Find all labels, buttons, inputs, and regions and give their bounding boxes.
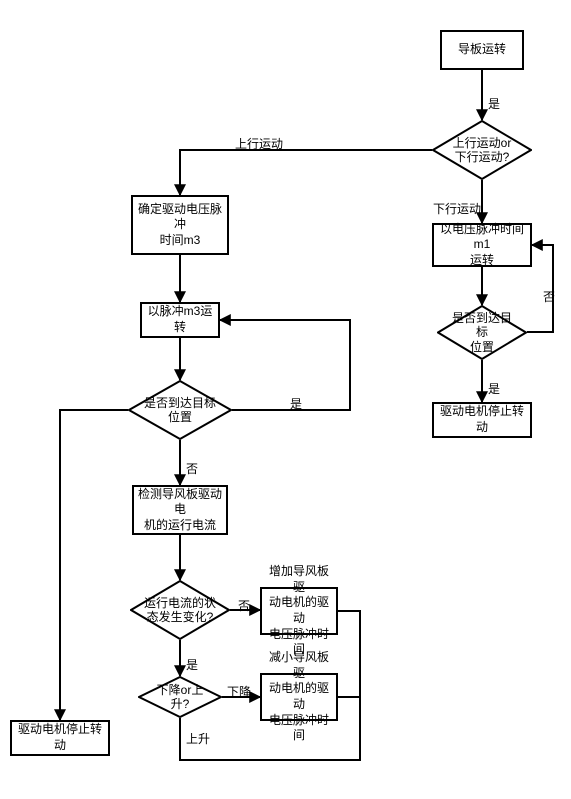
edge-label: 是 bbox=[488, 380, 500, 397]
node-d_target_l: 是否到达目标位置 bbox=[128, 380, 232, 440]
edge-label: 否 bbox=[238, 597, 250, 614]
node-r_m1run: 以电压脉冲时间m1运转 bbox=[432, 223, 532, 267]
node-d_updown: 上行运动or下行运动? bbox=[432, 120, 532, 180]
node-r_detect: 检测导风板驱动电机的运行电流 bbox=[132, 485, 228, 535]
node-r_stop_l: 驱动电机停止转动 bbox=[10, 720, 110, 756]
node-r_m3run: 以脉冲m3运转 bbox=[140, 302, 220, 338]
node-start: 导板运转 bbox=[440, 30, 524, 70]
node-d_rise: 下降or上升? bbox=[138, 676, 222, 718]
node-d_change: 运行电流的状态发生变化? bbox=[130, 580, 230, 640]
edge-label: 是 bbox=[488, 95, 500, 112]
edge-label: 上行运动 bbox=[235, 135, 283, 152]
edge-label: 否 bbox=[543, 288, 555, 305]
edge-label: 是 bbox=[290, 395, 302, 412]
node-r_dec: 减小导风板驱动电机的驱动电压脉冲时间 bbox=[260, 673, 338, 721]
node-d_target_r: 是否到达目标位置 bbox=[437, 305, 527, 360]
edge-label: 否 bbox=[186, 460, 198, 477]
node-r_m3det: 确定驱动电压脉冲时间m3 bbox=[131, 195, 229, 255]
edge-label: 下降 bbox=[227, 683, 251, 700]
edge-label: 下行运动 bbox=[433, 200, 481, 217]
node-r_stop_r: 驱动电机停止转动 bbox=[432, 402, 532, 438]
edge-label: 是 bbox=[186, 656, 198, 673]
edge-label: 上升 bbox=[186, 730, 210, 747]
node-r_inc: 增加导风板驱动电机的驱动电压脉冲时间 bbox=[260, 587, 338, 635]
